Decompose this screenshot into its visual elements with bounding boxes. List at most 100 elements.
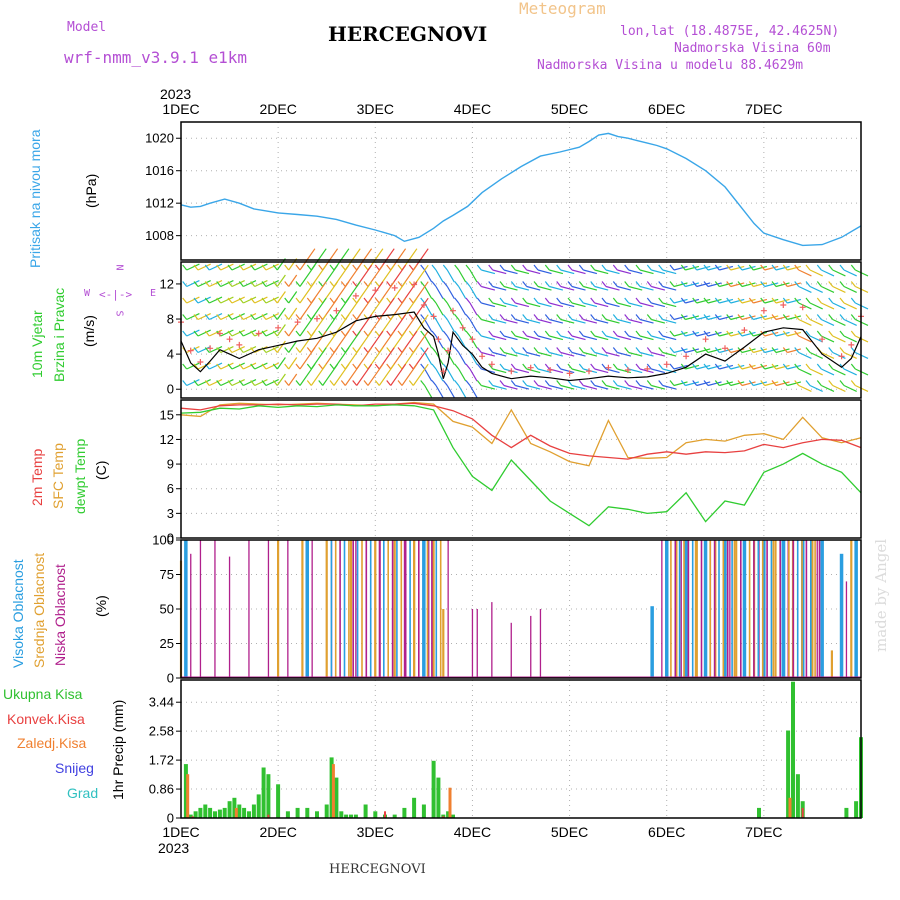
wind-barb bbox=[537, 351, 552, 357]
wind-barb bbox=[401, 363, 418, 386]
wind-barb bbox=[186, 280, 200, 288]
wind-barb bbox=[276, 291, 286, 304]
wind-barb bbox=[730, 315, 745, 321]
wind-barb-flag bbox=[250, 330, 256, 337]
wind-barb-flag bbox=[476, 264, 482, 271]
wind-barb bbox=[685, 265, 700, 271]
wind-barb-flag bbox=[272, 264, 278, 271]
wind-barb-flag bbox=[635, 264, 641, 271]
wind-barb-flag bbox=[816, 363, 822, 370]
wind-barb bbox=[265, 296, 279, 304]
wind-barb bbox=[843, 335, 857, 343]
wind-gust-marker bbox=[527, 364, 534, 371]
wind-barb bbox=[617, 269, 632, 275]
wind-barb-flag bbox=[182, 264, 188, 271]
bottom-date-label: 7DEC bbox=[745, 824, 782, 840]
wind-barb bbox=[424, 335, 433, 349]
wind-barb-flag bbox=[760, 380, 766, 386]
top-date-label: 6DEC bbox=[648, 101, 685, 117]
cloud-high-bar bbox=[810, 540, 812, 678]
wind-barb-flag bbox=[805, 347, 811, 353]
wind-gust-marker bbox=[848, 341, 855, 348]
wind-barb bbox=[821, 368, 835, 376]
wind-barb bbox=[503, 318, 518, 324]
wind-barb-flag bbox=[352, 347, 358, 353]
wind-barb bbox=[583, 302, 598, 308]
precip-total-bar bbox=[795, 774, 800, 818]
wind-barb bbox=[322, 363, 339, 386]
wind-ytick-label: 4 bbox=[167, 347, 174, 362]
wind-barb-flag bbox=[771, 281, 777, 287]
wind-gust-marker bbox=[663, 361, 670, 368]
wind-barb-flag bbox=[420, 347, 426, 353]
precip-total-bar bbox=[329, 757, 334, 818]
wind-barb-flag bbox=[567, 363, 573, 370]
cloud-mid-bar bbox=[761, 540, 764, 678]
wind-barb bbox=[583, 269, 598, 275]
wind-barb-flag bbox=[714, 380, 720, 386]
wind-barb-flag bbox=[816, 380, 822, 386]
wind-barb bbox=[469, 368, 478, 382]
precip-panel-bg bbox=[181, 680, 861, 818]
wind-barb-flag bbox=[556, 363, 562, 370]
wind-barb-flag bbox=[408, 297, 414, 304]
wind-barb bbox=[764, 331, 779, 337]
wind-barb bbox=[605, 384, 620, 390]
wind-barb-flag bbox=[284, 330, 290, 337]
cloud-high-bar bbox=[383, 540, 385, 678]
wind-gust-marker bbox=[605, 364, 612, 371]
wind-barb bbox=[197, 362, 211, 370]
wind-barb bbox=[220, 313, 234, 321]
top-date-label: 3DEC bbox=[357, 101, 394, 117]
wind-gust-marker bbox=[445, 347, 452, 354]
wind-gust-marker bbox=[469, 336, 476, 343]
wind-barb-flag bbox=[352, 314, 358, 320]
wind-barb-flag bbox=[805, 297, 811, 304]
wind-barb-flag bbox=[635, 297, 641, 304]
wind-barb-flag bbox=[374, 264, 380, 271]
wind-barb-flag bbox=[544, 347, 550, 353]
wind-barb-flag bbox=[306, 380, 312, 386]
wind-barb-flag bbox=[771, 297, 777, 304]
wind-barb-flag bbox=[669, 363, 675, 370]
wind-barb-flag bbox=[737, 363, 743, 370]
wind-barb-flag bbox=[828, 380, 834, 386]
wind-barb-flag bbox=[658, 314, 664, 320]
wind-gust-marker bbox=[799, 304, 806, 311]
wind-barb bbox=[696, 331, 711, 337]
wind-barb bbox=[605, 269, 620, 275]
wind-barb-flag bbox=[556, 314, 562, 320]
wind-barb-flag bbox=[703, 330, 709, 337]
wind-barb-flag bbox=[193, 380, 199, 386]
wind-barb bbox=[764, 265, 779, 271]
wind-barb-flag bbox=[216, 380, 222, 386]
wind-barb bbox=[617, 368, 632, 374]
cloud-low-bar bbox=[700, 540, 703, 678]
wind-barb bbox=[662, 335, 677, 341]
wind-barb-flag bbox=[295, 330, 301, 337]
wind-barb-flag bbox=[578, 347, 584, 353]
wind-barb-flag bbox=[748, 264, 754, 271]
wind-barb bbox=[605, 302, 620, 308]
wind-barb bbox=[651, 384, 666, 390]
wind-barb-flag bbox=[397, 363, 403, 370]
wind-barb bbox=[231, 280, 245, 288]
wind-barb-flag bbox=[352, 281, 358, 287]
wind-barb-flag bbox=[510, 330, 516, 337]
wind-barb bbox=[560, 335, 575, 341]
wind-barb bbox=[310, 363, 327, 386]
wind-barb bbox=[560, 269, 575, 275]
wind-barb bbox=[288, 291, 298, 304]
precip-total-bar bbox=[844, 807, 849, 818]
cloud-high-bar bbox=[731, 540, 733, 678]
wind-barb-flag bbox=[340, 347, 346, 353]
wind-barb-flag bbox=[329, 347, 335, 353]
wind-barb-flag bbox=[397, 347, 403, 353]
cloud-high-bar bbox=[796, 540, 799, 678]
wind-barb bbox=[276, 307, 286, 320]
wind-barb-flag bbox=[397, 297, 403, 304]
wind-barb bbox=[549, 302, 564, 308]
wind-barb bbox=[492, 318, 507, 324]
wind-barb-flag bbox=[748, 314, 754, 320]
wind-barb bbox=[231, 329, 245, 337]
